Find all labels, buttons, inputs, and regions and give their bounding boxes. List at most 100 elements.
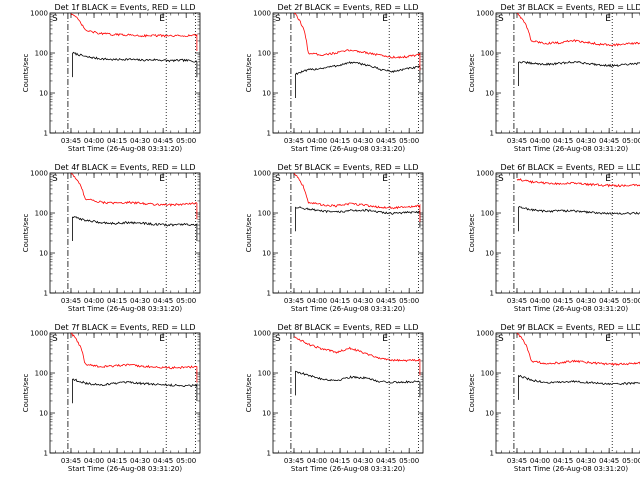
lld-series-line: [293, 12, 421, 71]
chart-panel: Det 7f BLACK = Events, RED = LLD 1 10 100 10…: [22, 323, 201, 473]
chart-title: Det 6f BLACK = Events, RED = LLD: [500, 163, 640, 172]
lld-series-line: [70, 13, 198, 51]
x-tick-label: 05:00: [176, 457, 196, 465]
x-tick-label: 05:00: [399, 457, 419, 465]
lld-series-line: [293, 172, 421, 222]
x-tick-label: 04:00: [530, 297, 550, 305]
x-tick-label: 03:45: [507, 297, 527, 305]
start-marker-label: S: [498, 14, 504, 24]
chart-title: Det 1f BLACK = Events, RED = LLD: [54, 3, 195, 12]
x-tick-label: 04:45: [153, 457, 173, 465]
x-axis-label: Start Time (26-Aug-08 03:31:20): [514, 465, 628, 473]
x-axis-label: Start Time (26-Aug-08 03:31:20): [68, 305, 182, 313]
start-marker-label: S: [52, 334, 58, 344]
x-tick-label: 05:00: [622, 297, 640, 305]
x-tick-label: 03:45: [61, 297, 81, 305]
start-marker-label: S: [498, 334, 504, 344]
x-tick-label: 04:00: [84, 297, 104, 305]
x-tick-label: 04:15: [107, 297, 127, 305]
y-tick-label: 100: [35, 370, 48, 378]
y-axis-label: Counts/sec: [468, 374, 476, 413]
y-tick-label: 1000: [476, 170, 494, 178]
x-tick-label: 04:00: [84, 457, 104, 465]
x-tick-label: 04:00: [307, 137, 327, 145]
start-marker-label: S: [52, 174, 58, 184]
x-axis-label: Start Time (26-Aug-08 03:31:20): [68, 145, 182, 153]
x-tick-label: 04:30: [353, 137, 373, 145]
y-tick-label: 1: [267, 450, 271, 458]
x-tick-label: 04:30: [353, 457, 373, 465]
events-series-line: [72, 216, 198, 241]
events-series-line: [518, 374, 640, 400]
y-tick-label: 1: [44, 450, 48, 458]
x-tick-label: 04:45: [153, 297, 173, 305]
chart-title: Det 4f BLACK = Events, RED = LLD: [54, 163, 195, 172]
y-axis-label: Counts/sec: [468, 54, 476, 93]
y-axis-label: Counts/sec: [22, 214, 30, 253]
y-tick-label: 10: [485, 410, 494, 418]
y-axis-label: Counts/sec: [245, 54, 253, 93]
end-marker-label: E: [605, 174, 611, 184]
x-axis-label: Start Time (26-Aug-08 03:31:20): [291, 145, 405, 153]
y-axis-label: Counts/sec: [468, 214, 476, 253]
lld-series-line: [70, 172, 198, 220]
y-tick-label: 10: [39, 90, 48, 98]
x-tick-label: 05:00: [176, 137, 196, 145]
x-tick-label: 03:45: [284, 137, 304, 145]
plot-frame: [495, 12, 640, 134]
x-tick-label: 04:45: [599, 457, 619, 465]
y-tick-label: 10: [485, 250, 494, 258]
y-tick-label: 1: [490, 130, 494, 138]
y-tick-label: 10: [262, 90, 271, 98]
chart-panel: Det 5f BLACK = Events, RED = LLD 1 10 100 10…: [245, 163, 424, 313]
start-marker-label: S: [275, 174, 281, 184]
events-series-line: [518, 60, 640, 86]
x-axis-label: Start Time (26-Aug-08 03:31:20): [68, 465, 182, 473]
events-series-line: [72, 51, 198, 78]
lld-series-line: [516, 178, 640, 188]
events-series-line: [295, 61, 421, 98]
chart-panel: Det 1f BLACK = Events, RED = LLD 1 10 100 10…: [22, 3, 201, 153]
events-series-line: [518, 205, 640, 232]
x-tick-label: 04:30: [576, 457, 596, 465]
x-tick-label: 04:30: [130, 137, 150, 145]
start-marker-label: S: [275, 14, 281, 24]
x-tick-label: 05:00: [399, 137, 419, 145]
plot-frame: [49, 172, 201, 294]
x-tick-label: 05:00: [399, 297, 419, 305]
y-tick-label: 10: [39, 410, 48, 418]
x-tick-label: 04:15: [553, 297, 573, 305]
chart-title: Det 3f BLACK = Events, RED = LLD: [500, 3, 640, 12]
x-tick-label: 03:45: [61, 457, 81, 465]
y-tick-label: 1000: [30, 10, 48, 18]
y-tick-label: 1: [44, 130, 48, 138]
start-marker-label: S: [52, 14, 58, 24]
x-tick-label: 04:00: [530, 457, 550, 465]
x-tick-label: 05:00: [622, 137, 640, 145]
y-tick-label: 1000: [253, 10, 271, 18]
y-tick-label: 10: [39, 250, 48, 258]
chart-title: Det 2f BLACK = Events, RED = LLD: [277, 3, 418, 12]
x-tick-label: 04:15: [330, 457, 350, 465]
x-axis-label: Start Time (26-Aug-08 03:31:20): [291, 465, 405, 473]
x-tick-label: 03:45: [284, 457, 304, 465]
x-tick-label: 04:45: [376, 137, 396, 145]
y-axis-label: Counts/sec: [245, 214, 253, 253]
chart-panel: Det 2f BLACK = Events, RED = LLD 1 10 100 10…: [245, 3, 424, 153]
lld-series-line: [294, 336, 421, 376]
y-tick-label: 100: [481, 210, 494, 218]
end-marker-label: E: [605, 14, 611, 24]
y-tick-label: 1000: [253, 330, 271, 338]
end-marker-label: E: [382, 14, 388, 24]
y-tick-label: 100: [258, 50, 271, 58]
start-marker-label: S: [498, 174, 504, 184]
y-tick-label: 1: [490, 290, 494, 298]
x-tick-label: 05:00: [622, 457, 640, 465]
x-tick-label: 04:00: [530, 137, 550, 145]
x-tick-label: 04:30: [576, 297, 596, 305]
x-tick-label: 04:45: [599, 297, 619, 305]
x-axis-label: Start Time (26-Aug-08 03:31:20): [291, 305, 405, 313]
lld-series-line: [516, 13, 640, 47]
chart-title: Det 9f BLACK = Events, RED = LLD: [500, 323, 640, 332]
